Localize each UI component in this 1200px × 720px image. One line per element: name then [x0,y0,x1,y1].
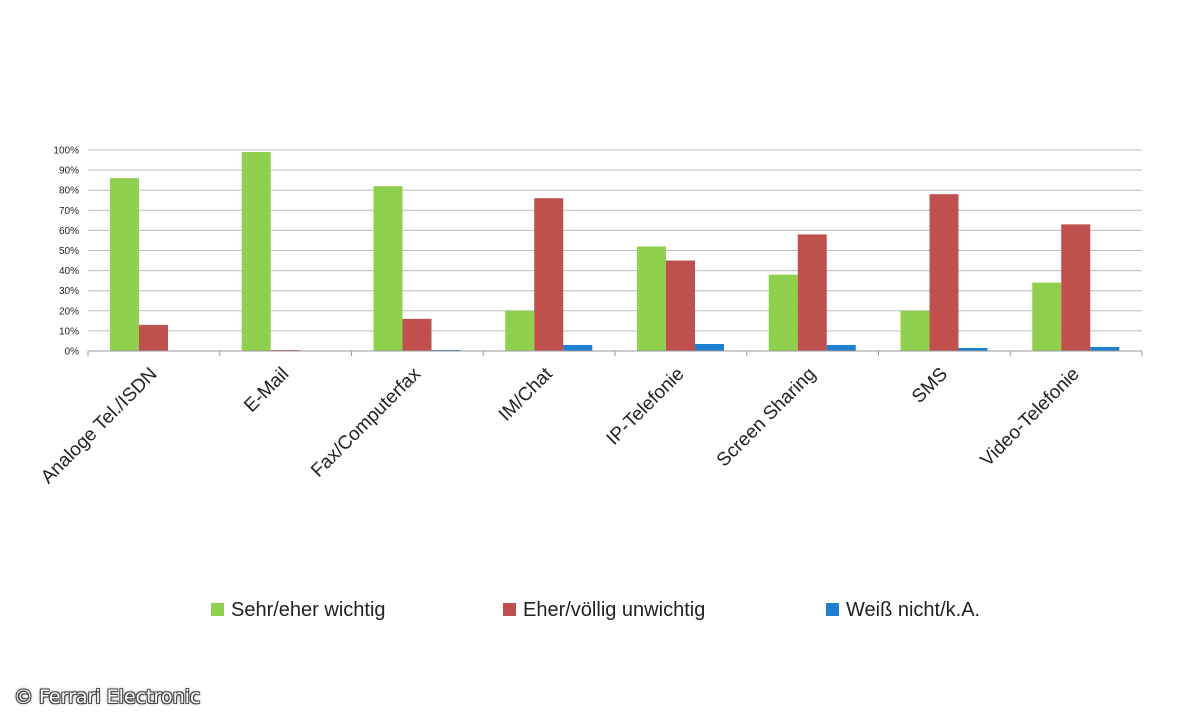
category-label: SMS [908,364,952,408]
y-axis-ticks: 0% 10% 20% 30% 40% 50% 60% 70% 80% 90% 100% [53,146,79,358]
legend-label: Weiß nicht/k.A. [846,599,980,621]
y-tick-label: 100% [53,146,79,157]
y-tick-label: 90% [59,166,79,177]
category-label: Analoge Tel./ISDN [37,364,161,488]
category-label: IM/Chat [495,363,557,425]
bar-3 [563,344,593,351]
bar-1 [373,186,403,351]
legend-swatch [826,603,839,616]
legend-label: Sehr/eher wichtig [231,599,386,621]
category-label: IP-Telefonie [603,364,689,450]
bar-2 [797,234,827,351]
category-labels: Analoge Tel./ISDN E-Mail Fax/Computerfax IM… [37,363,1084,488]
bar-2 [1061,224,1091,351]
bar-1 [241,152,271,351]
bar-2 [929,194,959,351]
x-axis [87,350,1143,356]
bar-3 [958,347,988,351]
bar-1 [637,246,666,351]
copyright-notice: © Ferrari Electronic [14,686,201,708]
y-tick-label: 10% [59,326,79,337]
y-tick-label: 20% [59,306,79,317]
bar-2 [402,318,432,351]
legend: Sehr/eher wichtig Eher/völlig unwichtig We… [211,599,980,621]
legend-label: Eher/völlig unwichtig [523,599,705,621]
y-tick-label: 40% [59,266,79,277]
legend-swatch [211,603,224,616]
bar-3 [431,349,461,351]
y-tick-label: 50% [59,246,79,257]
bar-2 [534,198,564,351]
bar-1 [1032,282,1062,351]
bar-1 [900,310,930,351]
y-tick-label: 60% [59,226,79,237]
bar-2 [139,324,168,351]
bars [110,152,1120,351]
y-tick-label: 0% [65,347,80,358]
category-label: E-Mail [240,364,293,417]
legend-swatch [503,603,516,616]
bar-2 [270,349,300,351]
bar-3 [695,343,724,351]
bar-1 [505,310,535,351]
y-tick-label: 80% [59,186,79,197]
y-tick-label: 70% [59,206,79,217]
bar-3 [826,344,856,351]
category-label: Fax/Computerfax [307,363,425,481]
y-tick-label: 30% [59,286,79,297]
category-label: Screen Sharing [713,364,820,471]
category-label: Video-Telefonie [977,364,1084,471]
bar-2 [666,260,695,351]
bar-3 [1090,346,1120,351]
bar-1 [110,178,139,351]
bar-1 [768,274,798,351]
